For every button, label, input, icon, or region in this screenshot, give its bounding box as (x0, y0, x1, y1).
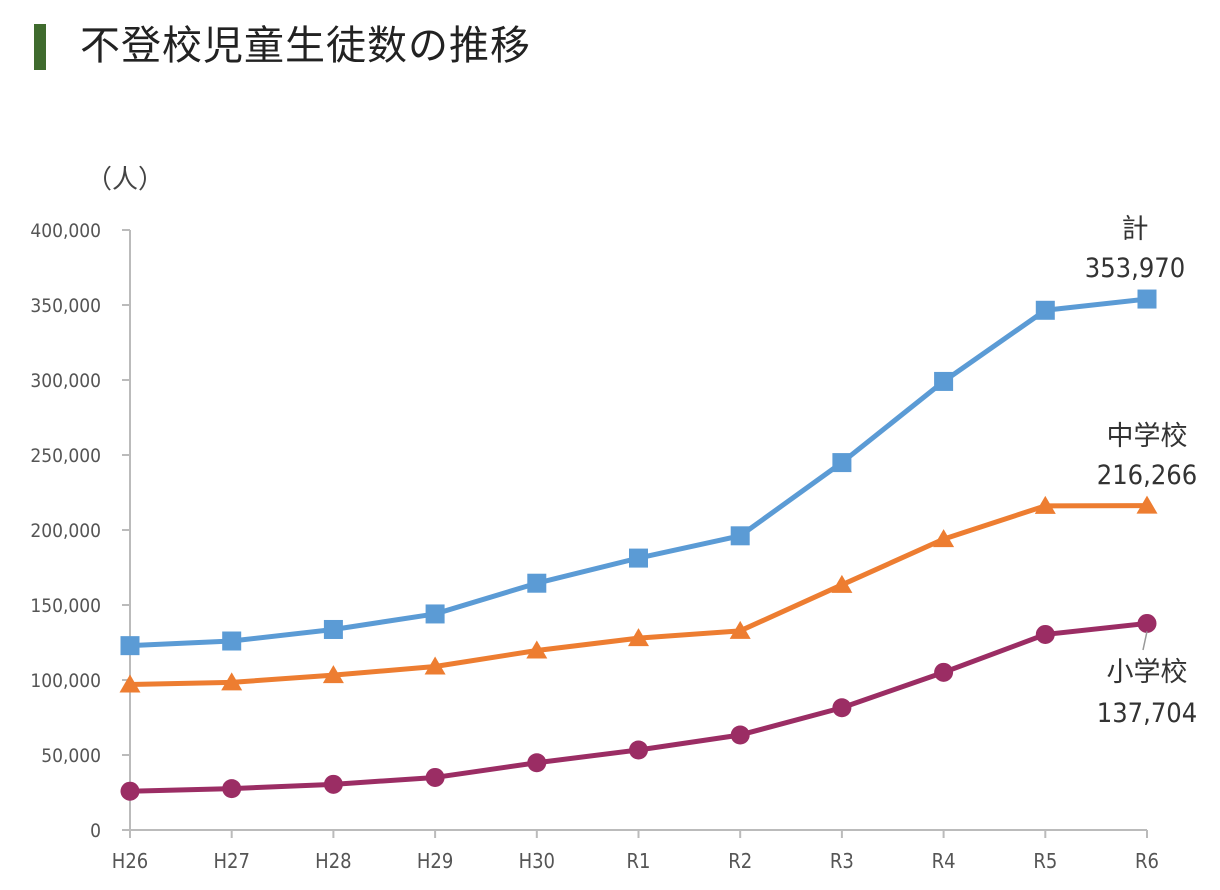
data-point-total-H30 (527, 573, 547, 593)
data-point-middle-R2 (729, 620, 751, 639)
x-tick-label: R1 (627, 849, 651, 873)
series-markers (119, 289, 1158, 801)
x-tick-label: H27 (213, 849, 249, 873)
data-point-middle-R4 (933, 529, 955, 548)
data-point-middle-H29 (424, 656, 446, 675)
series-value-label-elementary: 137,704 (1097, 698, 1197, 729)
data-point-middle-R1 (628, 628, 649, 647)
series-name-label-elementary: 小学校 (1107, 657, 1188, 688)
x-tick-label: R2 (728, 849, 752, 873)
data-point-middle-H27 (221, 672, 243, 691)
series-name-label-middle: 中学校 (1107, 421, 1188, 452)
y-tick-label: 0 (90, 820, 101, 842)
data-point-elementary-H27 (222, 779, 242, 799)
x-tick-label: H26 (112, 849, 148, 873)
x-tick-label: H29 (417, 849, 453, 873)
data-point-elementary-H28 (323, 774, 343, 794)
data-point-middle-R6 (1136, 495, 1158, 514)
data-point-middle-R5 (1034, 495, 1056, 514)
data-point-middle-H26 (119, 674, 141, 693)
data-point-total-R1 (629, 548, 648, 568)
series-line-middle (127, 503, 1150, 687)
x-tick-label: H28 (315, 849, 351, 873)
data-point-middle-H30 (526, 640, 548, 659)
data-point-total-H28 (323, 619, 343, 639)
data-point-elementary-R6 (1137, 613, 1157, 633)
y-tick-label: 300,000 (30, 370, 101, 392)
data-point-total-R2 (730, 526, 750, 546)
leader-line-elementary (1142, 631, 1148, 651)
data-point-total-H29 (425, 604, 445, 624)
data-point-elementary-R3 (832, 698, 852, 718)
data-point-elementary-R2 (730, 725, 750, 745)
x-tick-label: R6 (1135, 849, 1159, 873)
axes: 0 50,000 100,000 150,000 200,000 250,000 300,0… (30, 165, 1159, 873)
data-point-middle-R3 (831, 574, 853, 593)
data-point-total-H27 (222, 631, 242, 651)
series-value-label-total: 353,970 (1085, 253, 1185, 284)
y-tick-label: 50,000 (41, 745, 101, 767)
x-tick-label: R4 (932, 849, 956, 873)
series-lines (127, 296, 1150, 794)
data-point-elementary-H26 (120, 781, 140, 801)
x-tick-label: H30 (519, 849, 555, 873)
x-tick-label: R5 (1033, 849, 1057, 873)
data-point-total-R6 (1137, 289, 1157, 309)
y-axis-unit-label: （人） (86, 165, 164, 195)
y-tick-label: 150,000 (30, 595, 101, 617)
series-line-elementary (127, 620, 1150, 794)
y-tick-label: 350,000 (30, 295, 101, 317)
y-tick-label: 250,000 (30, 445, 101, 467)
x-tick-label: R3 (830, 849, 854, 873)
y-tick-label: 100,000 (30, 670, 101, 692)
y-tick-label: 400,000 (30, 220, 101, 242)
data-point-elementary-R1 (629, 740, 648, 760)
series-name-label-total: 計 (1122, 214, 1149, 245)
title-accent-bar (34, 24, 46, 70)
data-point-elementary-H30 (527, 753, 547, 773)
series-value-label-middle: 216,266 (1097, 460, 1197, 491)
data-point-elementary-R5 (1035, 624, 1055, 644)
data-point-elementary-R4 (934, 662, 954, 682)
data-point-total-R4 (934, 371, 954, 391)
data-point-total-H26 (120, 636, 140, 656)
chart-title: 不登校児童生徒数の推移 (80, 23, 531, 69)
data-point-total-R5 (1035, 300, 1055, 320)
data-point-elementary-H29 (425, 767, 445, 787)
series-labels: 計 353,970 中学校 216,266 小学校 137,704 (1085, 214, 1197, 729)
y-tick-label: 200,000 (30, 520, 101, 542)
series-line-total (127, 296, 1150, 649)
data-point-total-R3 (832, 453, 852, 473)
data-point-middle-H28 (322, 665, 344, 684)
